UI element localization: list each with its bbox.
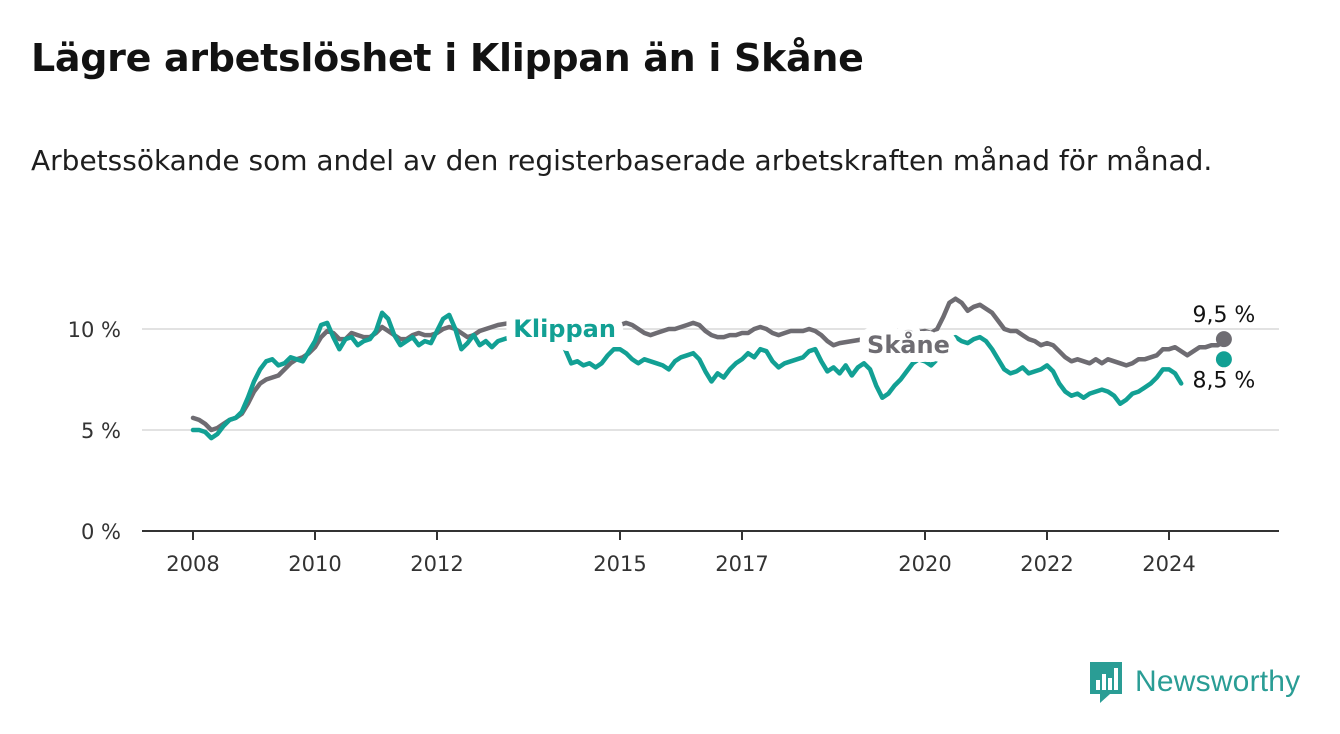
- brand-name: Newsworthy: [1135, 665, 1301, 698]
- series-line-sk-ne: [190, 296, 1227, 433]
- newsworthy-brand: Newsworthy: [1088, 660, 1300, 704]
- x-tick-label: 2017: [715, 552, 768, 576]
- y-tick-label: 10 %: [68, 318, 121, 342]
- x-tick-label: 2020: [898, 552, 951, 576]
- y-tick-label: 0 %: [81, 520, 121, 544]
- series-lines: [190, 296, 1232, 441]
- series-line-klippan: [190, 310, 1184, 441]
- end-point-klippan: [1215, 351, 1232, 368]
- x-tick-label: 2012: [410, 552, 463, 576]
- series-label-sk-ne: Skåne: [867, 330, 950, 359]
- series-label-klippan: Klippan: [513, 315, 616, 343]
- x-tick-label: 2022: [1020, 552, 1073, 576]
- x-tick-label: 2008: [166, 552, 219, 576]
- x-tick-label: 2024: [1142, 552, 1195, 576]
- end-value-label-sk-ne: 9,5 %: [1192, 303, 1255, 328]
- chart-subtitle: Arbetssökande som andel av den registerb…: [31, 144, 1213, 177]
- end-value-label-klippan: 8,5 %: [1192, 368, 1255, 393]
- x-tick-label: 2015: [593, 552, 646, 576]
- end-point-sk-ne: [1215, 331, 1232, 348]
- chart-title: Lägre arbetslöshet i Klippan än i Skåne: [31, 36, 864, 80]
- line-chart: 0 % 5 % 10 % 2008 2010 2012 2015 2017 2020 2022 20…: [68, 296, 1279, 576]
- axes: 0 % 5 % 10 % 2008 2010 2012 2015 2017 2020 2022 20…: [68, 318, 1279, 576]
- bar-chart-speech-bubble-icon: [1090, 662, 1122, 703]
- x-tick-label: 2010: [288, 552, 341, 576]
- y-tick-label: 5 %: [81, 419, 121, 443]
